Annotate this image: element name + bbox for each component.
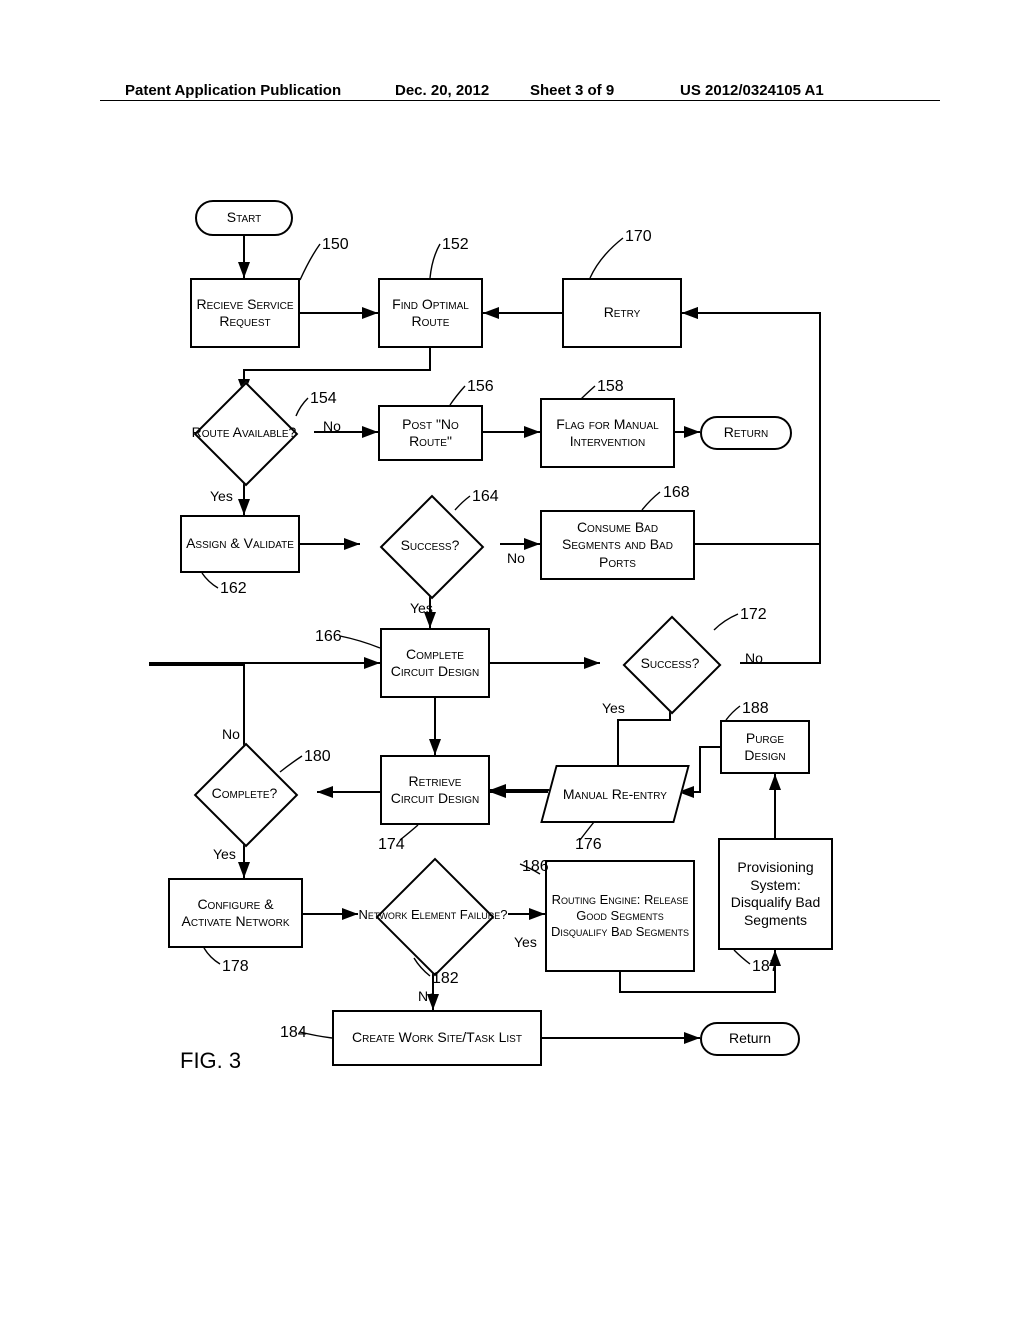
node-label: Retrieve Circuit Design: [386, 773, 484, 808]
node-label: Flag for Manual Intervention: [546, 416, 669, 451]
node-manual-re-entry: Manual Re-entry: [540, 765, 690, 823]
node-start: Start: [195, 200, 293, 236]
edge-label-d182-yes: Yes: [514, 934, 537, 950]
ref-158: 158: [597, 378, 624, 396]
node-receive-service-request: Recieve Service Request: [190, 278, 300, 348]
ref-174: 174: [378, 836, 405, 854]
node-label: Routing Engine: Release Good Segments Di…: [551, 892, 689, 941]
ref-178: 178: [222, 958, 249, 976]
ref-176: 176: [575, 836, 602, 854]
node-label: Start: [227, 209, 262, 227]
ref-186: 186: [522, 858, 549, 876]
edge-label-d154-no: No: [323, 418, 341, 434]
ref-187: 187: [752, 958, 779, 976]
ref-166: 166: [315, 628, 342, 646]
edge-label-d172-no: No: [745, 650, 763, 666]
ref-172: 172: [740, 606, 767, 624]
node-assign-validate: Assign & Validate: [180, 515, 300, 573]
node-label: Success?: [360, 508, 500, 582]
node-return-2: Return: [700, 1022, 800, 1056]
edge-label-d154-yes: Yes: [210, 488, 233, 504]
flowchart: Start Recieve Service Request 150 Find O…: [0, 0, 1024, 1320]
node-flag-manual-intervention: Flag for Manual Intervention: [540, 398, 675, 468]
node-label: Return: [729, 1030, 771, 1048]
ref-162: 162: [220, 580, 247, 598]
node-label: Complete?: [172, 756, 317, 830]
ref-182: 182: [432, 970, 459, 988]
ref-152: 152: [442, 236, 469, 254]
node-post-no-route: Post "No Route": [378, 405, 483, 461]
ref-164: 164: [472, 488, 499, 506]
node-label: Purge Design: [726, 730, 804, 765]
node-return-1: Return: [700, 416, 792, 450]
node-provisioning-system: Provisioning System: Disqualify Bad Segm…: [718, 838, 833, 950]
node-label: Complete Circuit Design: [386, 646, 484, 681]
edge-label-d164-no: No: [507, 550, 525, 566]
edge-label-d180-no: No: [222, 726, 240, 742]
ref-188: 188: [742, 700, 769, 718]
node-find-optimal-route: Find Optimal Route: [378, 278, 483, 348]
node-label: Provisioning System: Disqualify Bad Segm…: [724, 859, 827, 929]
ref-184: 184: [280, 1024, 307, 1042]
node-label: Route Available?: [174, 395, 314, 469]
node-label: Assign & Validate: [186, 535, 294, 553]
ref-154: 154: [310, 390, 337, 408]
node-label: Create Work Site/Task List: [352, 1029, 522, 1047]
ref-168: 168: [663, 484, 690, 502]
node-routing-engine: Routing Engine: Release Good Segments Di…: [545, 860, 695, 972]
ref-150: 150: [322, 236, 349, 254]
decision-network-element-failure: Network Element Failure?: [358, 870, 508, 960]
node-label: Return: [724, 424, 769, 442]
node-purge-design: Purge Design: [720, 720, 810, 774]
node-label: Manual Re-entry: [563, 786, 667, 803]
edge-label-d180-yes: Yes: [213, 846, 236, 862]
node-label: Success?: [600, 628, 740, 698]
node-label: Post "No Route": [384, 416, 477, 451]
node-configure-activate-network: Configure & Activate Network: [168, 878, 303, 948]
decision-success-172: Success?: [600, 628, 740, 698]
edge-label-d182-no: No: [418, 988, 436, 1004]
node-label: Recieve Service Request: [196, 296, 294, 331]
node-label: Configure & Activate Network: [174, 896, 297, 931]
page: Patent Application Publication Dec. 20, …: [0, 0, 1024, 1320]
node-retrieve-circuit-design: Retrieve Circuit Design: [380, 755, 490, 825]
node-label: Find Optimal Route: [384, 296, 477, 331]
edge-label-d172-yes: Yes: [602, 700, 625, 716]
figure-label: FIG. 3: [180, 1048, 241, 1074]
node-label: Network Element Failure?: [358, 870, 508, 960]
ref-170: 170: [625, 228, 652, 246]
edge-label-d164-yes: Yes: [410, 600, 433, 616]
ref-156: 156: [467, 378, 494, 396]
node-create-worksite-tasklist: Create Work Site/Task List: [332, 1010, 542, 1066]
node-label: Retry: [604, 304, 641, 322]
node-label: Consume Bad Segments and Bad Ports: [546, 519, 689, 572]
decision-route-available: Route Available?: [174, 395, 314, 469]
node-complete-circuit-design: Complete Circuit Design: [380, 628, 490, 698]
node-consume-bad-segments: Consume Bad Segments and Bad Ports: [540, 510, 695, 580]
node-retry: Retry: [562, 278, 682, 348]
ref-180: 180: [304, 748, 331, 766]
decision-success-164: Success?: [360, 508, 500, 582]
decision-complete: Complete?: [172, 756, 317, 830]
